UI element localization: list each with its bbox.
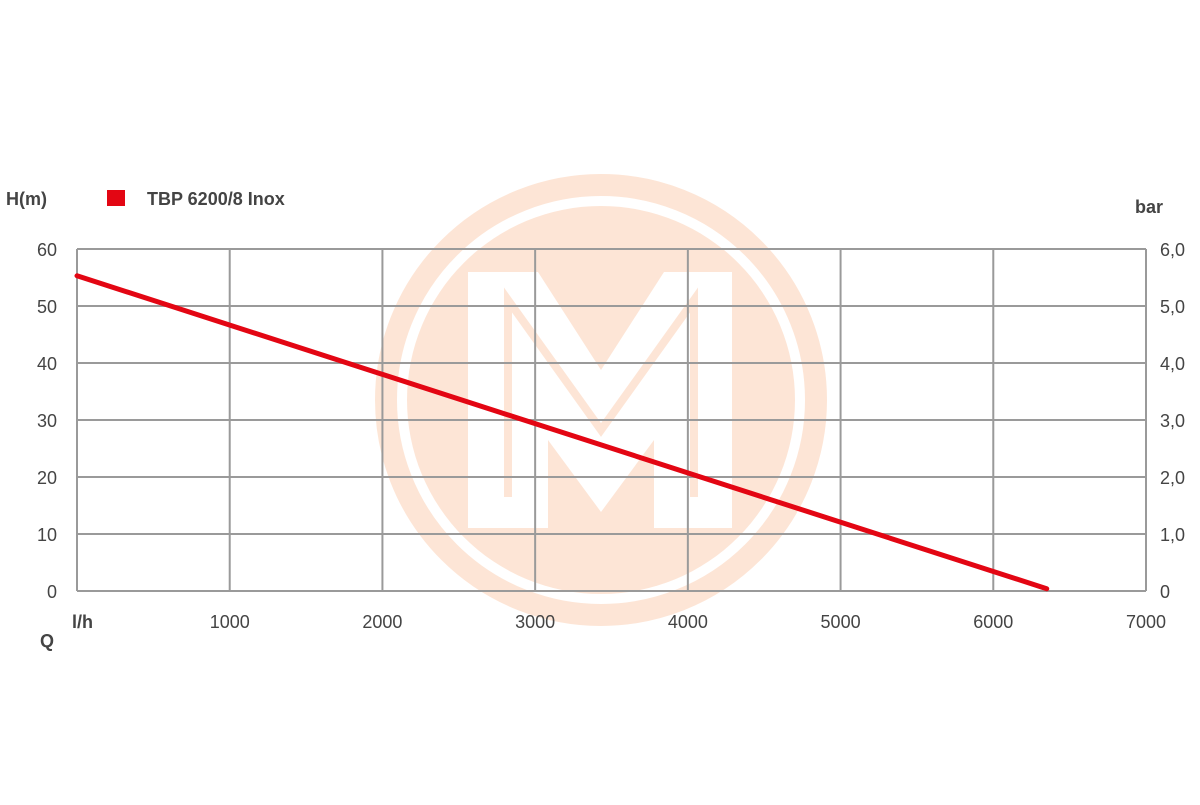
- series-line: [74, 273, 1050, 592]
- y2-tick-label: 4,0: [1160, 354, 1185, 374]
- x-tick-label: 4000: [668, 612, 708, 632]
- y-axis-label: H(m): [6, 189, 47, 209]
- x-tick-label: 2000: [362, 612, 402, 632]
- y2-tick-label: 5,0: [1160, 297, 1185, 317]
- y2-axis-label: bar: [1135, 197, 1163, 217]
- y-tick-label: 30: [37, 411, 57, 431]
- y2-tick-label: 2,0: [1160, 468, 1185, 488]
- y2-tick-label: 0: [1160, 582, 1170, 602]
- y2-tick-label: 3,0: [1160, 411, 1185, 431]
- y-tick-label: 20: [37, 468, 57, 488]
- y-tick-label: 0: [47, 582, 57, 602]
- series-layer: [74, 273, 1050, 592]
- x-tick-label: 7000: [1126, 612, 1166, 632]
- x-tick-label: 1000: [210, 612, 250, 632]
- legend-label: TBP 6200/8 Inox: [147, 189, 285, 209]
- x-tick-label: 5000: [821, 612, 861, 632]
- grid: [76, 248, 1147, 592]
- legend-swatch: [107, 190, 125, 206]
- x-tick-label: 3000: [515, 612, 555, 632]
- y2-tick-label: 6,0: [1160, 240, 1185, 260]
- labels-layer: H(m) TBP 6200/8 Inox bar l/h Q 0 0 10 1,0 20…: [6, 189, 1185, 651]
- y-tick-label: 40: [37, 354, 57, 374]
- y2-tick-label: 1,0: [1160, 525, 1185, 545]
- x-axis-label: Q: [40, 631, 54, 651]
- y-tick-label: 60: [37, 240, 57, 260]
- y-tick-label: 10: [37, 525, 57, 545]
- y-tick-label: 50: [37, 297, 57, 317]
- x-axis-unit: l/h: [72, 612, 93, 632]
- x-tick-label: 6000: [973, 612, 1013, 632]
